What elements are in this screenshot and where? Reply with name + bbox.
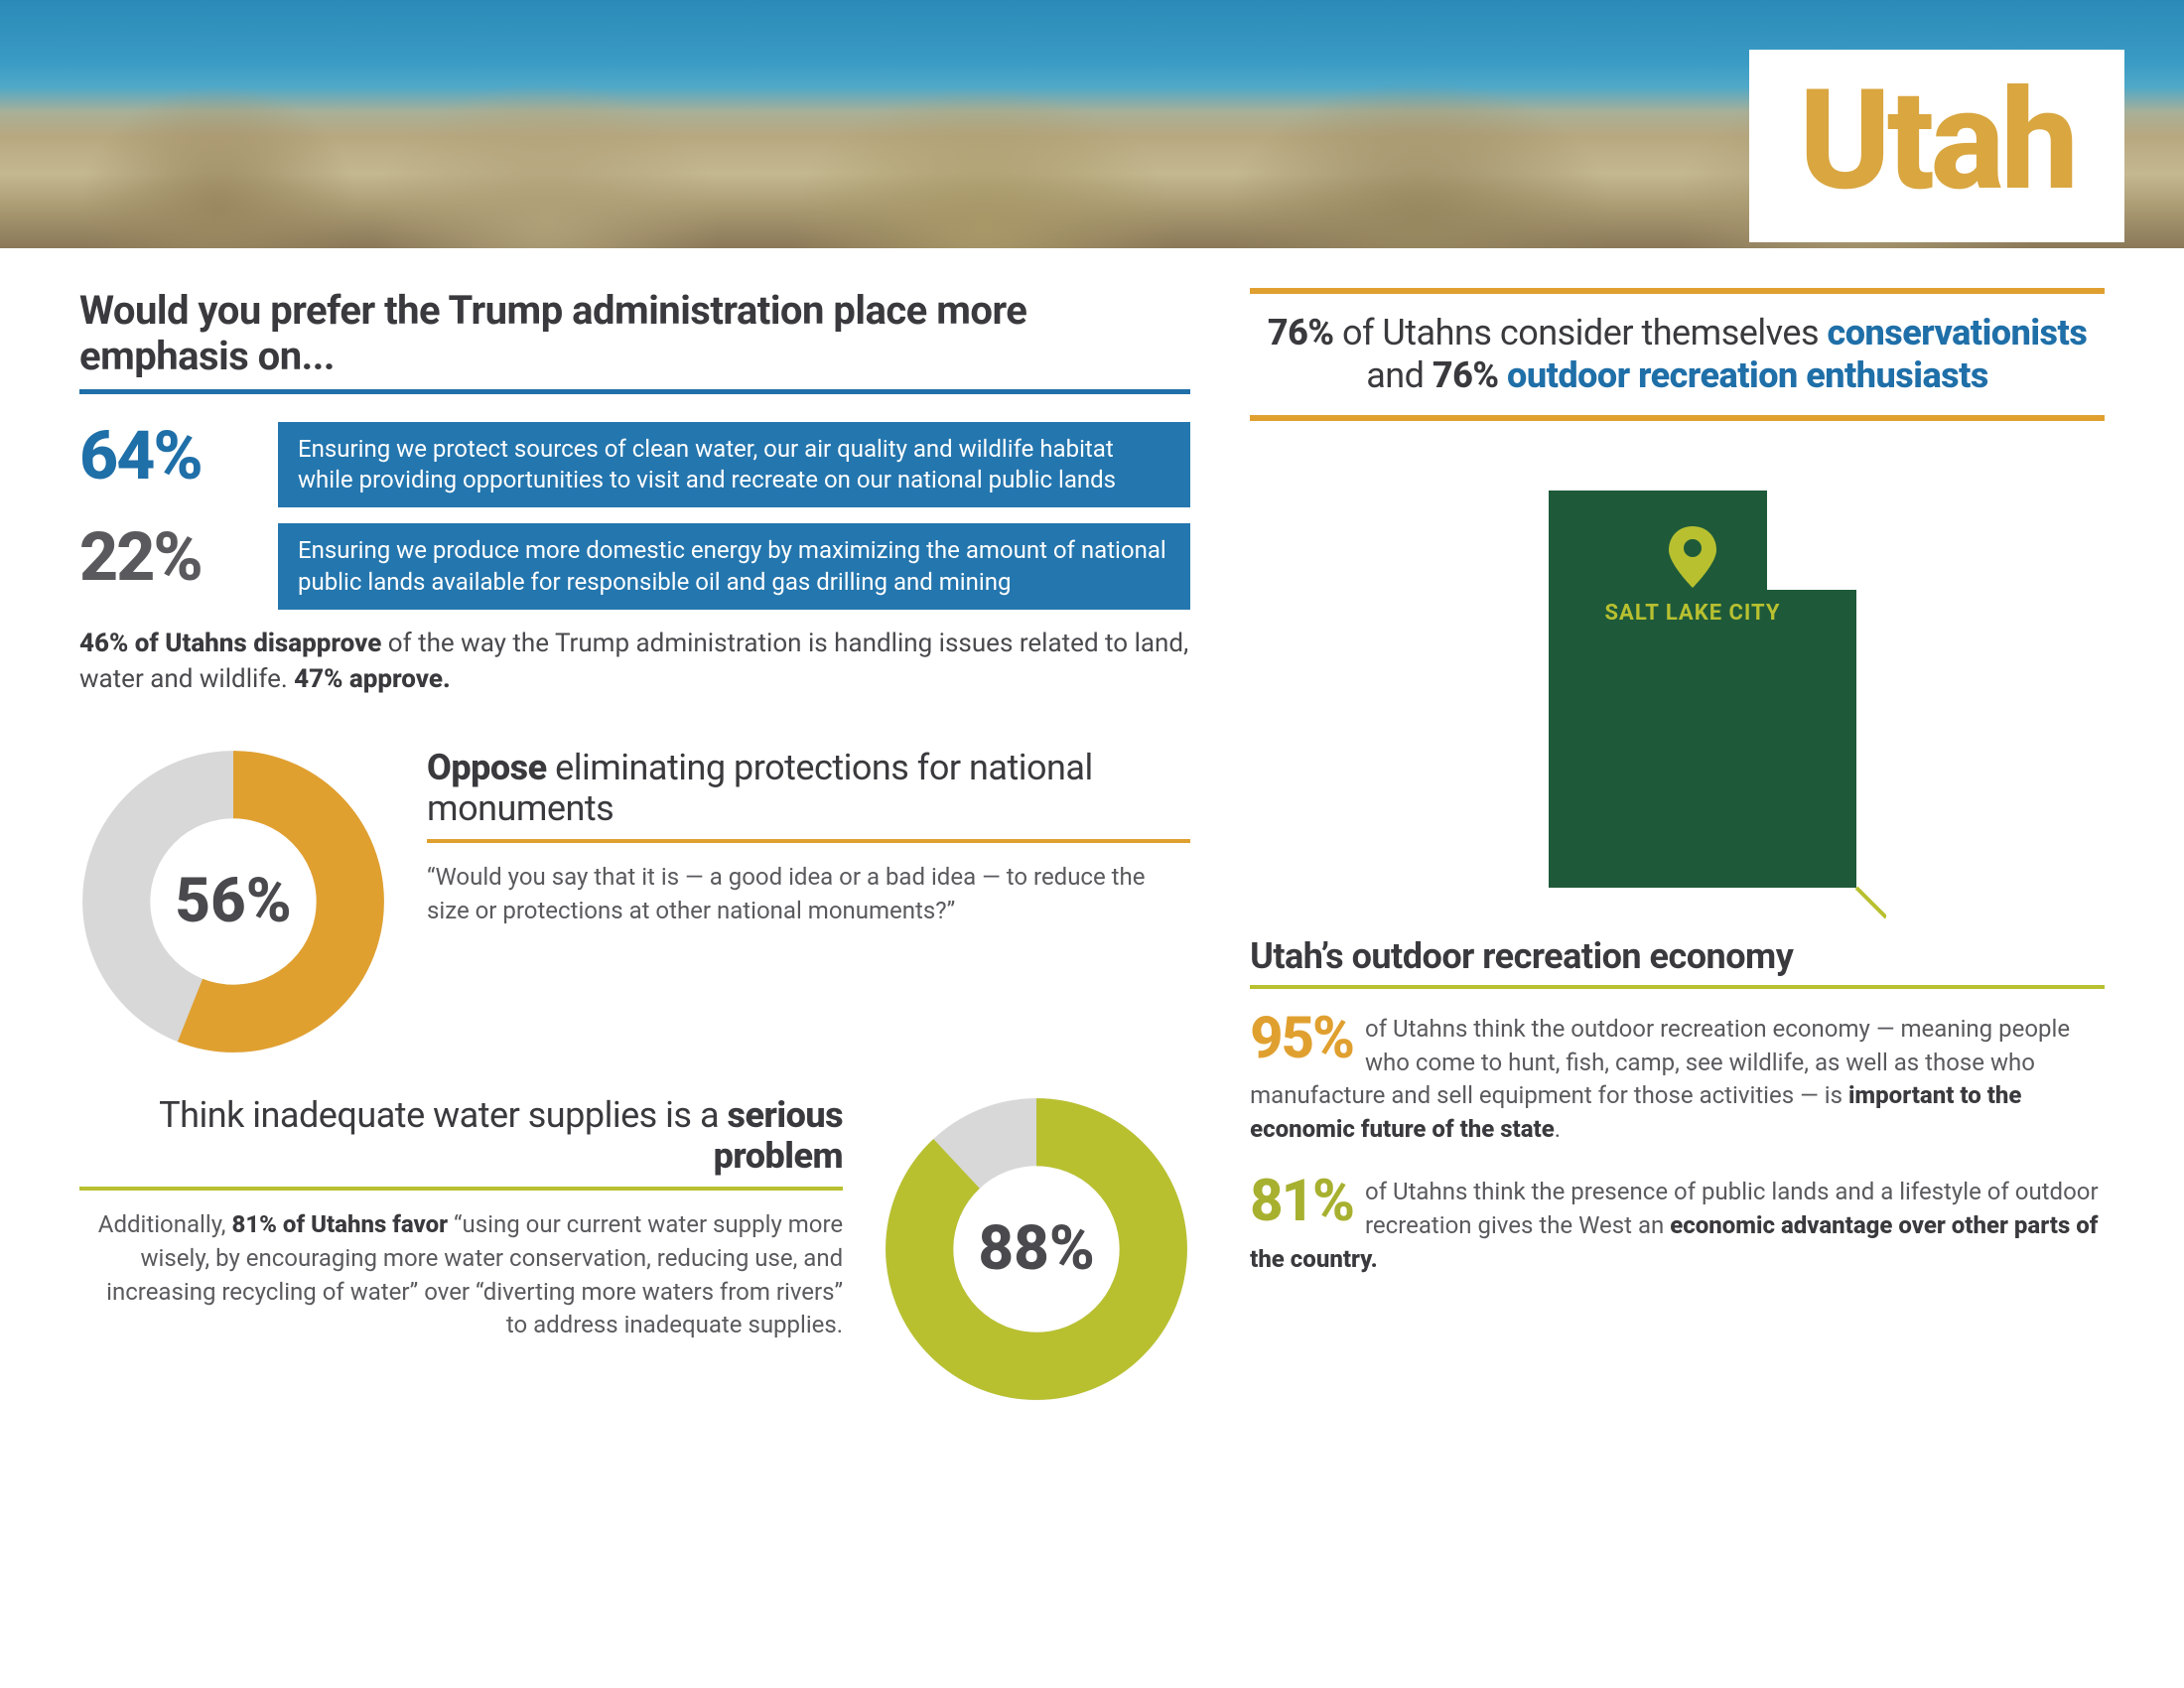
svg-text:SALT LAKE CITY: SALT LAKE CITY [1604, 601, 1780, 626]
page-title: Utah [1799, 60, 2075, 222]
donut-1-quote: “Would you say that it is — a good idea … [427, 861, 1190, 927]
title-box: Utah [1749, 50, 2124, 242]
donut-2-text: Think inadequate water supplies is a ser… [79, 1095, 843, 1342]
donut-2-label: 88% [883, 1095, 1190, 1403]
disapprove-bold: 46% of Utahns disapprove [79, 629, 381, 658]
blue-rule [79, 389, 1190, 394]
econ-1-pct: 95% [1250, 1013, 1353, 1064]
orange-rule [427, 839, 1190, 843]
left-column: Would you prefer the Trump administratio… [79, 288, 1190, 1403]
donut-2-para: Additionally, 81% of Utahns favor “using… [79, 1208, 843, 1341]
stat-box: Ensuring we protect sources of clean wat… [278, 422, 1190, 507]
stat-row: 64%Ensuring we protect sources of clean … [79, 422, 1190, 507]
disapprove-text: 46% of Utahns disapprove of the way the … [79, 626, 1190, 698]
right-column: 76% of Utahns consider themselves conser… [1250, 288, 2105, 1403]
donut-chart-1: 56% [79, 748, 387, 1055]
olive-rule [79, 1187, 843, 1191]
econ-stat-1: 95% of Utahns think the outdoor recreati… [1250, 1013, 2105, 1146]
utah-map: SALT LAKE CITY [1250, 451, 2105, 927]
donut-section-1: 56% Oppose eliminating protections for n… [79, 748, 1190, 1055]
donut-section-2: Think inadequate water supplies is a ser… [79, 1095, 1190, 1403]
donut-chart-2: 88% [883, 1095, 1190, 1403]
economy-heading: Utah’s outdoor recreation economy [1250, 937, 2105, 977]
right-heading: 76% of Utahns consider themselves conser… [1250, 294, 2105, 415]
donut-1-title: Oppose eliminating protections for natio… [427, 748, 1190, 830]
stat-box: Ensuring we produce more domestic energy… [278, 523, 1190, 609]
stat-pct: 22% [79, 523, 278, 609]
donut-1-label: 56% [79, 748, 387, 1055]
econ-stat-2: 81% of Utahns think the presence of publ… [1250, 1176, 2105, 1276]
gold-rule-bottom [1250, 415, 2105, 421]
econ-2-pct: 81% [1250, 1176, 1353, 1227]
disapprove-tail: 47% approve. [294, 664, 451, 694]
donut-2-title: Think inadequate water supplies is a ser… [79, 1095, 843, 1178]
donut-1-text: Oppose eliminating protections for natio… [427, 748, 1190, 928]
stat-pct: 64% [79, 422, 278, 507]
question-heading: Would you prefer the Trump administratio… [79, 288, 1190, 379]
stat-row: 22%Ensuring we produce more domestic ene… [79, 523, 1190, 609]
header-banner: Utah [0, 0, 2184, 248]
content-area: Would you prefer the Trump administratio… [0, 248, 2184, 1443]
olive-rule-right [1250, 985, 2105, 989]
